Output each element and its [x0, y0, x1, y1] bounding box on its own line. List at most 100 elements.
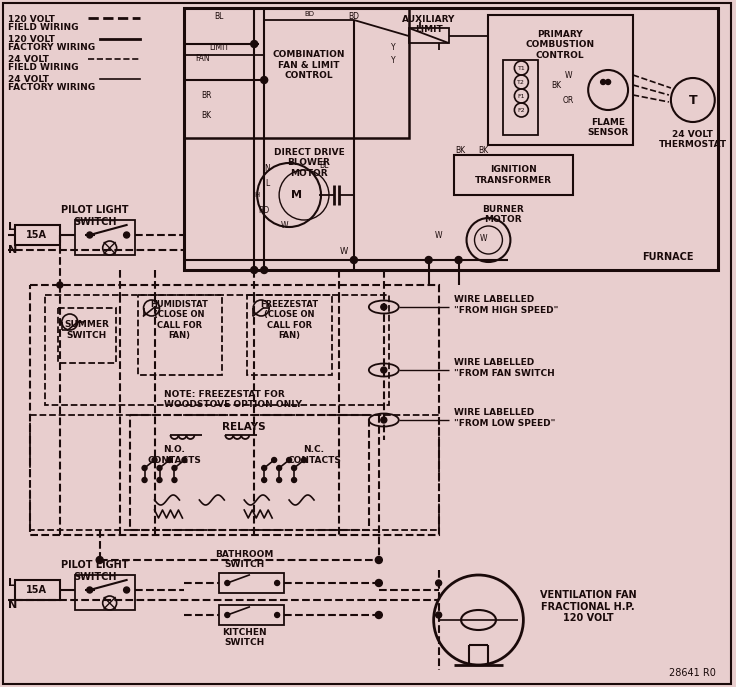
Text: WIRE LABELLED
"FROM FAN SWITCH: WIRE LABELLED "FROM FAN SWITCH [453, 359, 554, 378]
Text: 24 VOLT
THERMOSTAT: 24 VOLT THERMOSTAT [659, 130, 727, 149]
Circle shape [87, 587, 93, 593]
Text: PILOT LIGHT
SWITCH: PILOT LIGHT SWITCH [61, 560, 129, 582]
Bar [185, 8, 408, 138]
Circle shape [286, 458, 291, 462]
Bar [489, 15, 633, 145]
Text: FURNACE: FURNACE [643, 252, 693, 262]
Bar [138, 295, 222, 375]
Text: NOTE: FREEZESTAT FOR
WOODSTOVE OPTION ONLY: NOTE: FREEZESTAT FOR WOODSTOVE OPTION ON… [164, 390, 302, 409]
Circle shape [272, 458, 277, 462]
Bar [185, 8, 718, 270]
Text: IGNITION
TRANSFORMER: IGNITION TRANSFORMER [475, 166, 552, 185]
Circle shape [57, 282, 63, 288]
Text: N.C.
CONTACTS: N.C. CONTACTS [287, 445, 341, 464]
Text: BD: BD [304, 11, 314, 17]
Text: BL: BL [215, 12, 224, 21]
Bar [30, 415, 439, 530]
Text: W: W [480, 234, 487, 243]
Text: RELAYS: RELAYS [222, 422, 266, 432]
Text: OR: OR [562, 95, 574, 104]
Circle shape [251, 41, 258, 47]
Text: LIMIT: LIMIT [209, 43, 230, 52]
Circle shape [606, 80, 611, 85]
Circle shape [436, 612, 442, 618]
Circle shape [381, 304, 387, 310]
Text: M: M [291, 190, 302, 200]
Circle shape [381, 367, 387, 373]
Text: F2: F2 [517, 107, 526, 113]
Bar [15, 225, 60, 245]
Text: VENTILATION FAN
FRACTIONAL H.P.
120 VOLT: VENTILATION FAN FRACTIONAL H.P. 120 VOLT [539, 590, 637, 623]
Circle shape [87, 232, 93, 238]
Bar [219, 573, 284, 593]
Circle shape [277, 477, 282, 482]
Text: H: H [255, 192, 260, 198]
Circle shape [172, 477, 177, 482]
Text: FAN: FAN [195, 54, 210, 63]
Text: W: W [340, 247, 348, 256]
Text: AUXILIARY
LIMIT: AUXILIARY LIMIT [402, 15, 456, 34]
Text: L: L [8, 222, 15, 232]
Text: COMBINATION
FAN & LIMIT
CONTROL: COMBINATION FAN & LIMIT CONTROL [273, 50, 345, 80]
Circle shape [124, 232, 130, 238]
Text: FIELD WIRING: FIELD WIRING [8, 23, 79, 32]
Text: FLAME
SENSOR: FLAME SENSOR [587, 118, 629, 137]
Bar [30, 285, 439, 535]
Circle shape [275, 613, 280, 618]
Circle shape [291, 466, 297, 471]
Text: WIRE LABELLED
"FROM HIGH SPEED": WIRE LABELLED "FROM HIGH SPEED" [453, 295, 558, 315]
Text: BK: BK [478, 146, 489, 155]
Circle shape [167, 458, 172, 462]
Circle shape [224, 581, 230, 585]
Circle shape [601, 80, 606, 85]
Circle shape [224, 613, 230, 618]
Circle shape [375, 580, 382, 587]
Circle shape [425, 256, 432, 264]
Text: L: L [265, 179, 269, 188]
Text: HUMIDISTAT
(CLOSE ON
CALL FOR
FAN): HUMIDISTAT (CLOSE ON CALL FOR FAN) [150, 300, 208, 340]
Bar [408, 28, 449, 43]
Circle shape [157, 477, 162, 482]
Text: FACTORY WIRING: FACTORY WIRING [8, 43, 95, 52]
Circle shape [182, 458, 187, 462]
Bar [219, 605, 284, 625]
Text: PILOT LIGHT
SWITCH: PILOT LIGHT SWITCH [61, 205, 129, 227]
Text: F1: F1 [517, 93, 525, 98]
Circle shape [455, 256, 462, 264]
Text: PRIMARY
COMBUSTION
CONTROL: PRIMARY COMBUSTION CONTROL [526, 30, 595, 60]
Text: T: T [688, 93, 697, 106]
Text: L: L [8, 578, 15, 588]
Text: BK: BK [551, 80, 562, 89]
Text: N: N [8, 600, 17, 610]
Bar [247, 295, 332, 375]
Text: BATHROOM
SWITCH: BATHROOM SWITCH [215, 550, 274, 569]
Bar [15, 580, 60, 600]
Text: BURNER
MOTOR: BURNER MOTOR [483, 205, 524, 225]
Text: 15A: 15A [26, 230, 47, 240]
Bar [453, 155, 573, 195]
Circle shape [375, 556, 382, 563]
Text: FREEZESTAT
(CLOSE ON
CALL FOR
FAN): FREEZESTAT (CLOSE ON CALL FOR FAN) [260, 300, 318, 340]
Text: 120 VOLT: 120 VOLT [8, 35, 55, 44]
Circle shape [142, 477, 147, 482]
Circle shape [261, 267, 268, 273]
Circle shape [436, 580, 442, 586]
Text: W: W [435, 231, 442, 240]
Text: T2: T2 [517, 80, 526, 85]
Text: 15A: 15A [26, 585, 47, 595]
Circle shape [142, 466, 147, 471]
Circle shape [277, 466, 282, 471]
Text: FIELD WIRING: FIELD WIRING [8, 63, 79, 72]
Circle shape [172, 466, 177, 471]
Circle shape [124, 587, 130, 593]
Text: RD: RD [258, 205, 270, 214]
Text: Y: Y [392, 56, 396, 65]
Text: 28641 R0: 28641 R0 [669, 668, 716, 678]
Circle shape [157, 466, 162, 471]
Bar [503, 60, 538, 135]
Text: KITCHEN
SWITCH: KITCHEN SWITCH [222, 628, 266, 647]
Bar [58, 308, 116, 363]
Text: 24 VOLT: 24 VOLT [8, 75, 49, 84]
Circle shape [262, 477, 266, 482]
Text: BK: BK [456, 146, 466, 155]
